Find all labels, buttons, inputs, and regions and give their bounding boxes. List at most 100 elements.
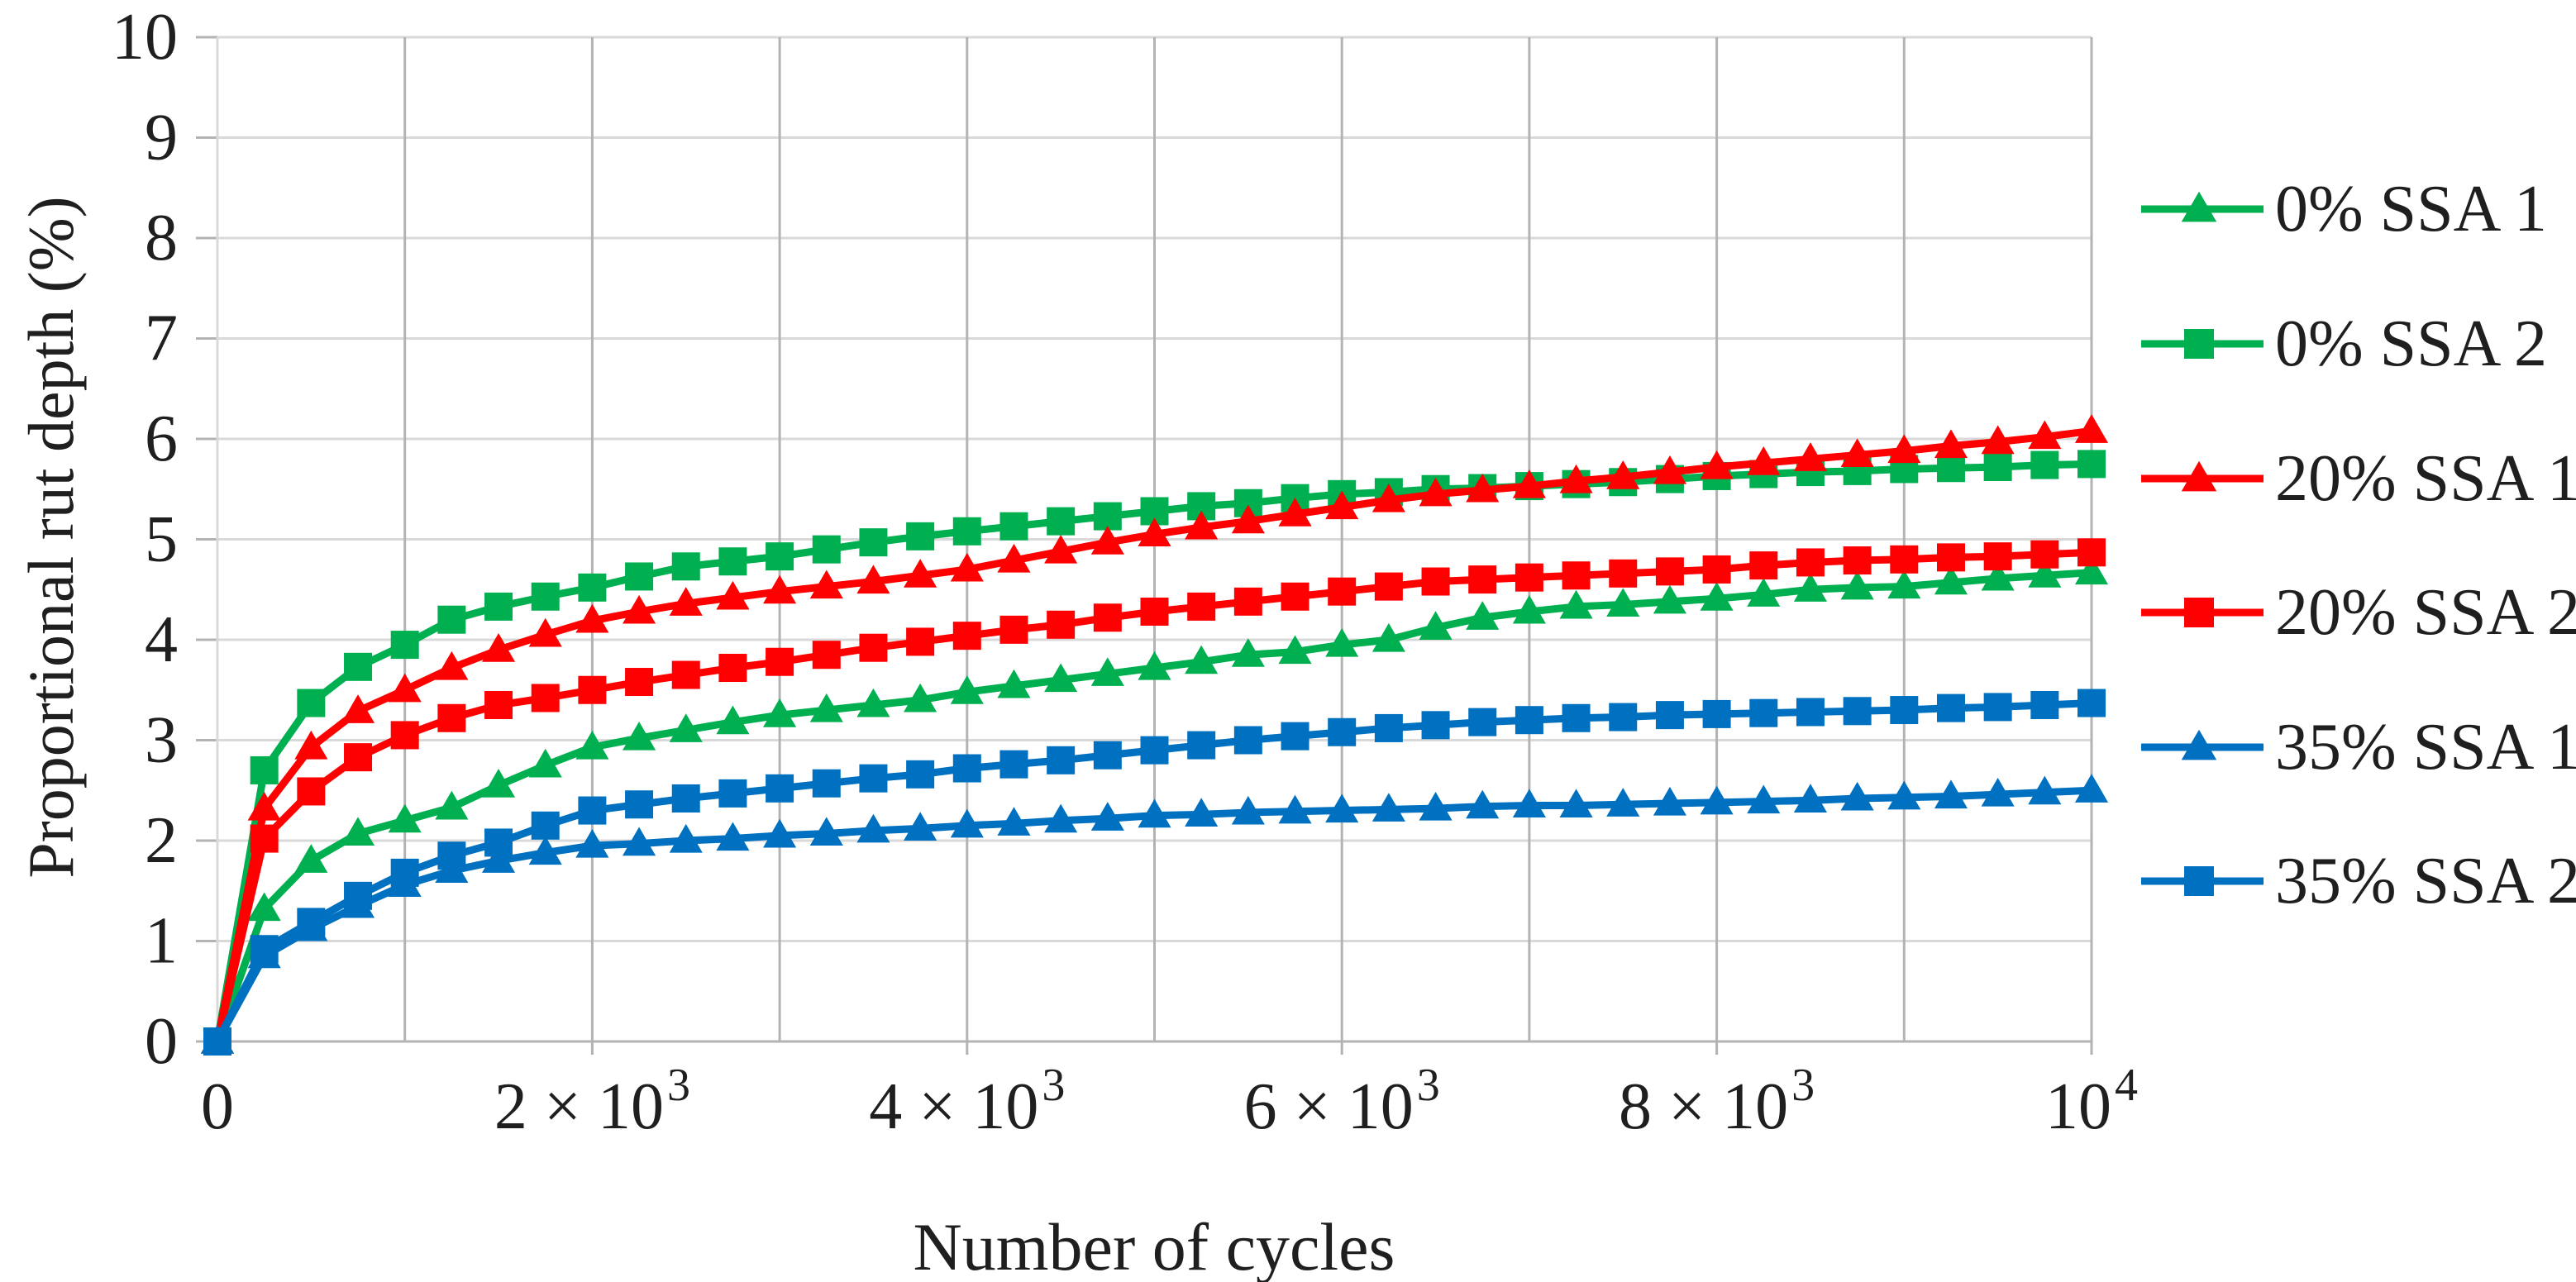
triangle-marker: [1700, 450, 1734, 479]
triangle-marker: [856, 565, 890, 594]
square-marker: [1093, 741, 1122, 770]
triangle-marker: [1371, 793, 1405, 822]
x-axis-title: Number of cycles: [913, 1209, 1395, 1282]
triangle-marker: [1325, 490, 1359, 520]
y-tick-label: 5: [145, 503, 178, 576]
triangle-marker: [1185, 798, 1219, 827]
triangle-marker: [247, 892, 281, 922]
triangle-marker: [1934, 565, 1968, 595]
square-marker: [1749, 551, 1778, 580]
square-marker: [1468, 565, 1497, 594]
triangle-marker: [388, 803, 422, 833]
square-marker: [999, 750, 1028, 779]
square-marker: [859, 528, 888, 557]
square-marker: [812, 769, 841, 798]
x-tick-label: 6 × 103: [1244, 1060, 1440, 1143]
triangle-marker: [1840, 570, 1874, 600]
triangle-marker: [669, 823, 703, 853]
triangle-marker: [1840, 438, 1874, 468]
triangle-marker: [481, 633, 516, 662]
square-marker: [531, 811, 560, 840]
triangle-marker: [481, 844, 516, 873]
y-tick-label: 10: [112, 1, 178, 74]
triangle-marker: [1887, 570, 1921, 599]
square-marker: [297, 908, 326, 936]
triangle-marker: [2028, 420, 2062, 450]
square-marker: [1609, 703, 1638, 732]
square-marker: [1890, 696, 1919, 725]
square-marker: [1983, 693, 2012, 722]
triangle-marker: [2074, 774, 2109, 803]
square-marker: [578, 796, 607, 825]
triangle-marker: [1231, 638, 1265, 667]
triangle-marker: [528, 836, 562, 865]
square-marker: [1936, 454, 1965, 483]
triangle-marker: [294, 844, 328, 873]
y-tick-label: 4: [145, 603, 178, 676]
triangle-marker: [575, 730, 609, 760]
square-marker: [1047, 610, 1076, 639]
triangle-marker: [1278, 635, 1312, 665]
square-marker: [1796, 698, 1825, 727]
triangle-marker: [2074, 555, 2109, 585]
triangle-marker: [809, 570, 843, 599]
square-marker: [1140, 597, 1169, 626]
square-marker: [1983, 542, 2012, 571]
square-marker: [1281, 722, 1309, 751]
triangle-marker: [809, 817, 843, 846]
triangle-marker: [1559, 464, 1593, 493]
triangle-marker: [1793, 784, 1828, 813]
triangle-marker: [1747, 446, 1781, 475]
square-marker: [484, 828, 513, 857]
triangle-marker: [481, 769, 516, 798]
triangle-marker: [1185, 510, 1219, 540]
triangle-marker: [950, 808, 984, 838]
square-marker: [952, 622, 981, 651]
triangle-marker: [1371, 622, 1405, 652]
triangle-marker: [716, 580, 750, 610]
square-marker: [1702, 699, 1731, 728]
square-marker: [1843, 697, 1872, 726]
square-marker: [1374, 572, 1403, 601]
triangle-marker: [716, 822, 750, 851]
square-marker: [1374, 713, 1403, 742]
square-marker: [484, 690, 513, 719]
triangle-marker: [247, 792, 281, 821]
square-marker: [625, 562, 654, 591]
triangle-marker: [716, 705, 750, 735]
triangle-marker: [435, 790, 469, 820]
square-marker: [952, 754, 981, 783]
square-marker: [1093, 603, 1122, 632]
triangle-marker: [1887, 780, 1921, 810]
triangle-marker: [1934, 779, 1968, 809]
triangle-marker: [435, 651, 469, 680]
triangle-marker: [1887, 434, 1921, 464]
square-marker: [390, 721, 419, 750]
square-marker: [1047, 507, 1076, 536]
triangle-marker: [1231, 504, 1265, 534]
square-marker: [1421, 711, 1450, 740]
triangle-marker: [341, 694, 375, 723]
triangle-marker: [1138, 651, 1171, 680]
y-tick-label: 9: [145, 102, 178, 174]
square-marker: [578, 675, 607, 704]
triangle-marker: [950, 552, 984, 582]
triangle-marker: [904, 683, 937, 712]
square-marker: [671, 552, 700, 581]
y-tick-label: 0: [145, 1005, 178, 1078]
triangle-marker: [2074, 414, 2109, 443]
triangle-marker: [528, 748, 562, 778]
triangle-marker: [575, 603, 609, 633]
triangle-marker: [1185, 645, 1219, 674]
series-0-ssa-1: [200, 555, 2109, 1054]
square-marker: [812, 641, 841, 670]
square-marker: [671, 784, 700, 813]
square-marker: [1328, 577, 1357, 606]
triangle-marker: [1466, 789, 1500, 819]
square-marker: [250, 824, 279, 853]
square-marker: [906, 760, 935, 789]
series-35-ssa-2: [203, 689, 2106, 1056]
square-marker: [250, 935, 279, 964]
